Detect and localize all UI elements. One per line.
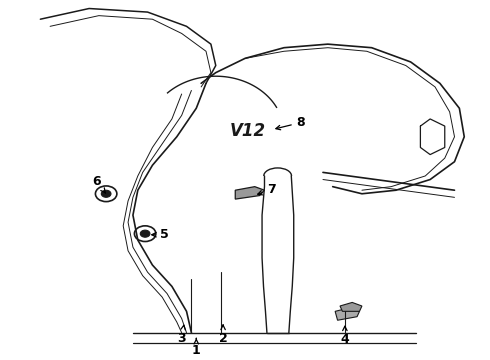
Text: 1: 1 [192, 338, 200, 357]
Circle shape [140, 230, 150, 237]
Circle shape [101, 190, 111, 197]
Text: V12: V12 [229, 122, 266, 140]
Polygon shape [335, 308, 360, 320]
Polygon shape [340, 302, 362, 311]
Text: 5: 5 [152, 228, 169, 241]
Text: 4: 4 [341, 326, 349, 346]
Text: 8: 8 [276, 116, 305, 130]
Text: 6: 6 [92, 175, 105, 193]
Text: 3: 3 [177, 325, 186, 345]
Text: 7: 7 [258, 183, 276, 196]
Polygon shape [235, 186, 265, 199]
Text: 2: 2 [219, 325, 227, 345]
